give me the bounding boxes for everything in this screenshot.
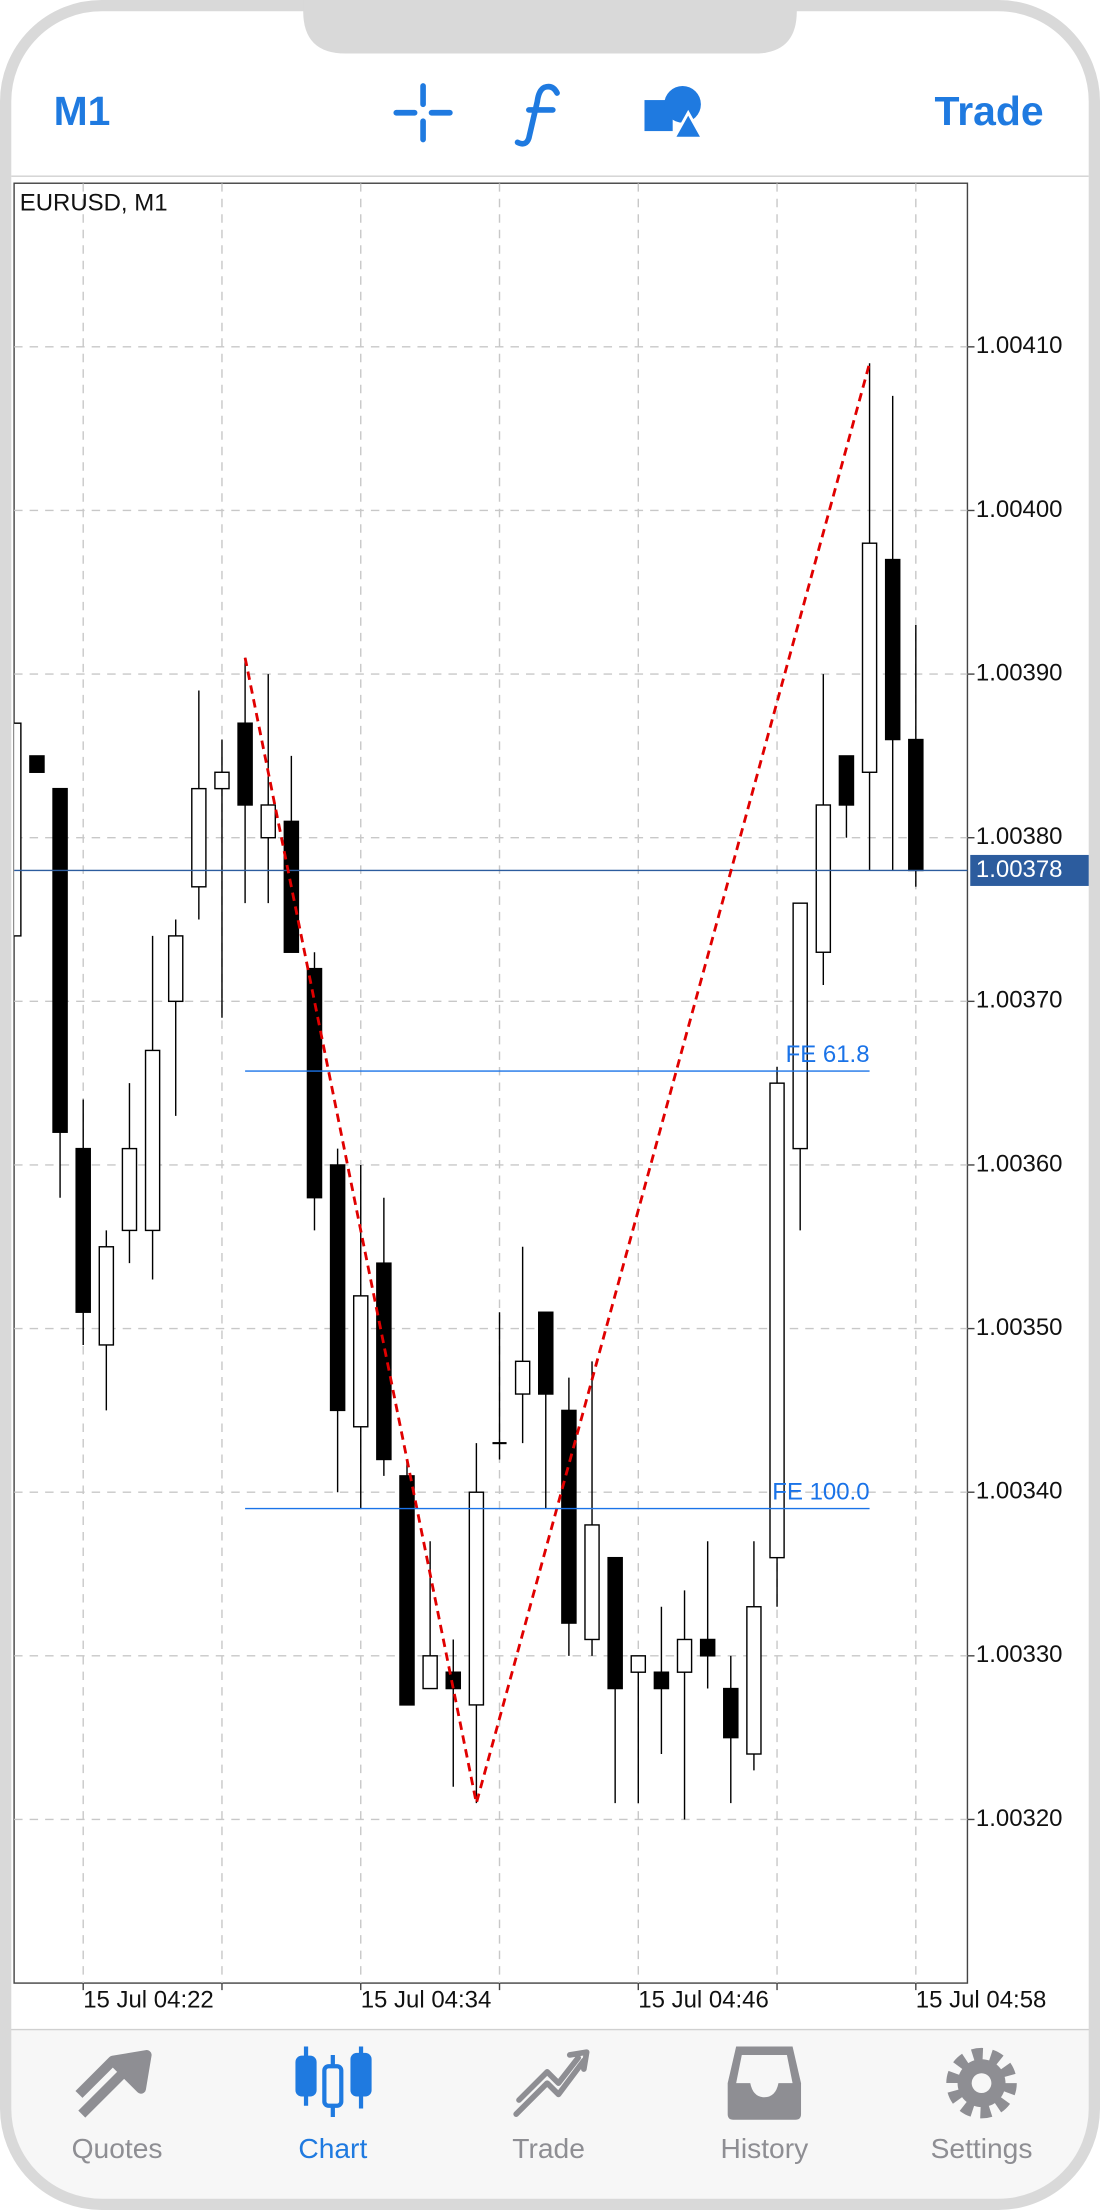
y-tick-label: 1.00340 (976, 1478, 1063, 1505)
tab-label[interactable]: Settings (931, 2132, 1033, 2164)
history-tab[interactable]: History (720, 2046, 809, 2165)
fibo-level-label: FE 100.0 (772, 1478, 869, 1505)
candle-body (306, 967, 323, 1199)
candle-body (792, 902, 808, 1150)
notch (303, 0, 797, 54)
y-tick-label: 1.00370 (976, 987, 1063, 1014)
indicators-icon[interactable] (514, 83, 560, 147)
x-tick-label: 15 Jul 04:46 (638, 1987, 769, 2014)
chart-tab[interactable]: Chart (295, 2046, 372, 2165)
candle-body (352, 1295, 369, 1428)
crosshair-icon[interactable] (393, 83, 453, 143)
y-tick-label: 1.00320 (976, 1805, 1063, 1832)
candle-body (538, 1311, 554, 1395)
y-tick-label: 1.00410 (976, 332, 1063, 359)
tab-label[interactable]: Chart (298, 2132, 367, 2164)
candle-body (630, 1655, 647, 1673)
fibo-expansion-line (243, 362, 871, 1804)
candle-body (98, 1246, 115, 1346)
candle-body (514, 1360, 531, 1395)
candle-body (746, 1606, 762, 1755)
candle-body (861, 542, 878, 773)
chart-frame (13, 182, 969, 1984)
candle-body (884, 558, 901, 741)
candle-body (75, 1147, 91, 1313)
candle-body (144, 1049, 161, 1232)
candle-body (167, 935, 184, 1003)
axes: 1.00320 1.00330 1.00340 1.00350 1.00360 1.003… (82, 332, 1089, 2014)
candle-body (14, 722, 22, 937)
plot-area: FE 61.8 FE 100.0 (14, 183, 968, 1984)
candle-body (329, 1164, 346, 1412)
tab-bar (8, 2029, 1092, 2202)
candle-body (191, 787, 207, 888)
candle-body (376, 1262, 392, 1461)
x-tick-label: 15 Jul 04:34 (361, 1987, 492, 2014)
candle-body (676, 1638, 693, 1673)
candle-body (584, 1524, 600, 1641)
trade-button[interactable]: Trade (934, 88, 1043, 134)
y-tick-label: 1.00360 (976, 1150, 1063, 1177)
y-tick-label: 1.00390 (976, 659, 1063, 686)
candle-body (260, 804, 276, 839)
x-tick-label: 15 Jul 04:22 (83, 1987, 214, 2014)
candle-body (445, 1671, 462, 1690)
objects-icon[interactable] (644, 85, 705, 140)
candle-body (468, 1491, 485, 1706)
candle-body (29, 755, 45, 773)
candle-body (838, 755, 855, 806)
candle-body (607, 1556, 623, 1690)
fibo-level-label: FE 61.8 (786, 1041, 870, 1068)
candle-body (908, 738, 924, 872)
x-tick-label: 15 Jul 04:58 (916, 1987, 1047, 2014)
timeframe-button[interactable]: M1 (54, 88, 111, 134)
candle-body (723, 1687, 739, 1739)
tab-label[interactable]: Quotes (72, 2132, 163, 2164)
candle-body (815, 804, 832, 953)
candle-body (769, 1082, 785, 1559)
trade-tab[interactable]: Trade (512, 2049, 590, 2164)
candle-body (399, 1475, 415, 1706)
candle-body (214, 771, 230, 790)
y-tick-label: 1.00380 (976, 823, 1063, 850)
last-price-label: 1.00378 (976, 856, 1063, 883)
candle-body (422, 1655, 438, 1690)
tab-label[interactable]: Trade (512, 2132, 585, 2164)
y-tick-label: 1.00350 (976, 1314, 1063, 1341)
quotes-tab[interactable]: Quotes (72, 2050, 163, 2164)
candle-body (237, 722, 253, 806)
candle-body (699, 1638, 716, 1657)
y-tick-label: 1.00400 (976, 496, 1063, 523)
candle-body (561, 1409, 577, 1624)
candle-body (653, 1671, 670, 1690)
candle-body (52, 787, 68, 1133)
tab-label[interactable]: History (720, 2132, 809, 2164)
chart-title: EURUSD, M1 (20, 190, 168, 217)
candle-body (121, 1147, 138, 1232)
y-tick-label: 1.00330 (976, 1641, 1063, 1668)
last-price-box (970, 854, 1089, 886)
